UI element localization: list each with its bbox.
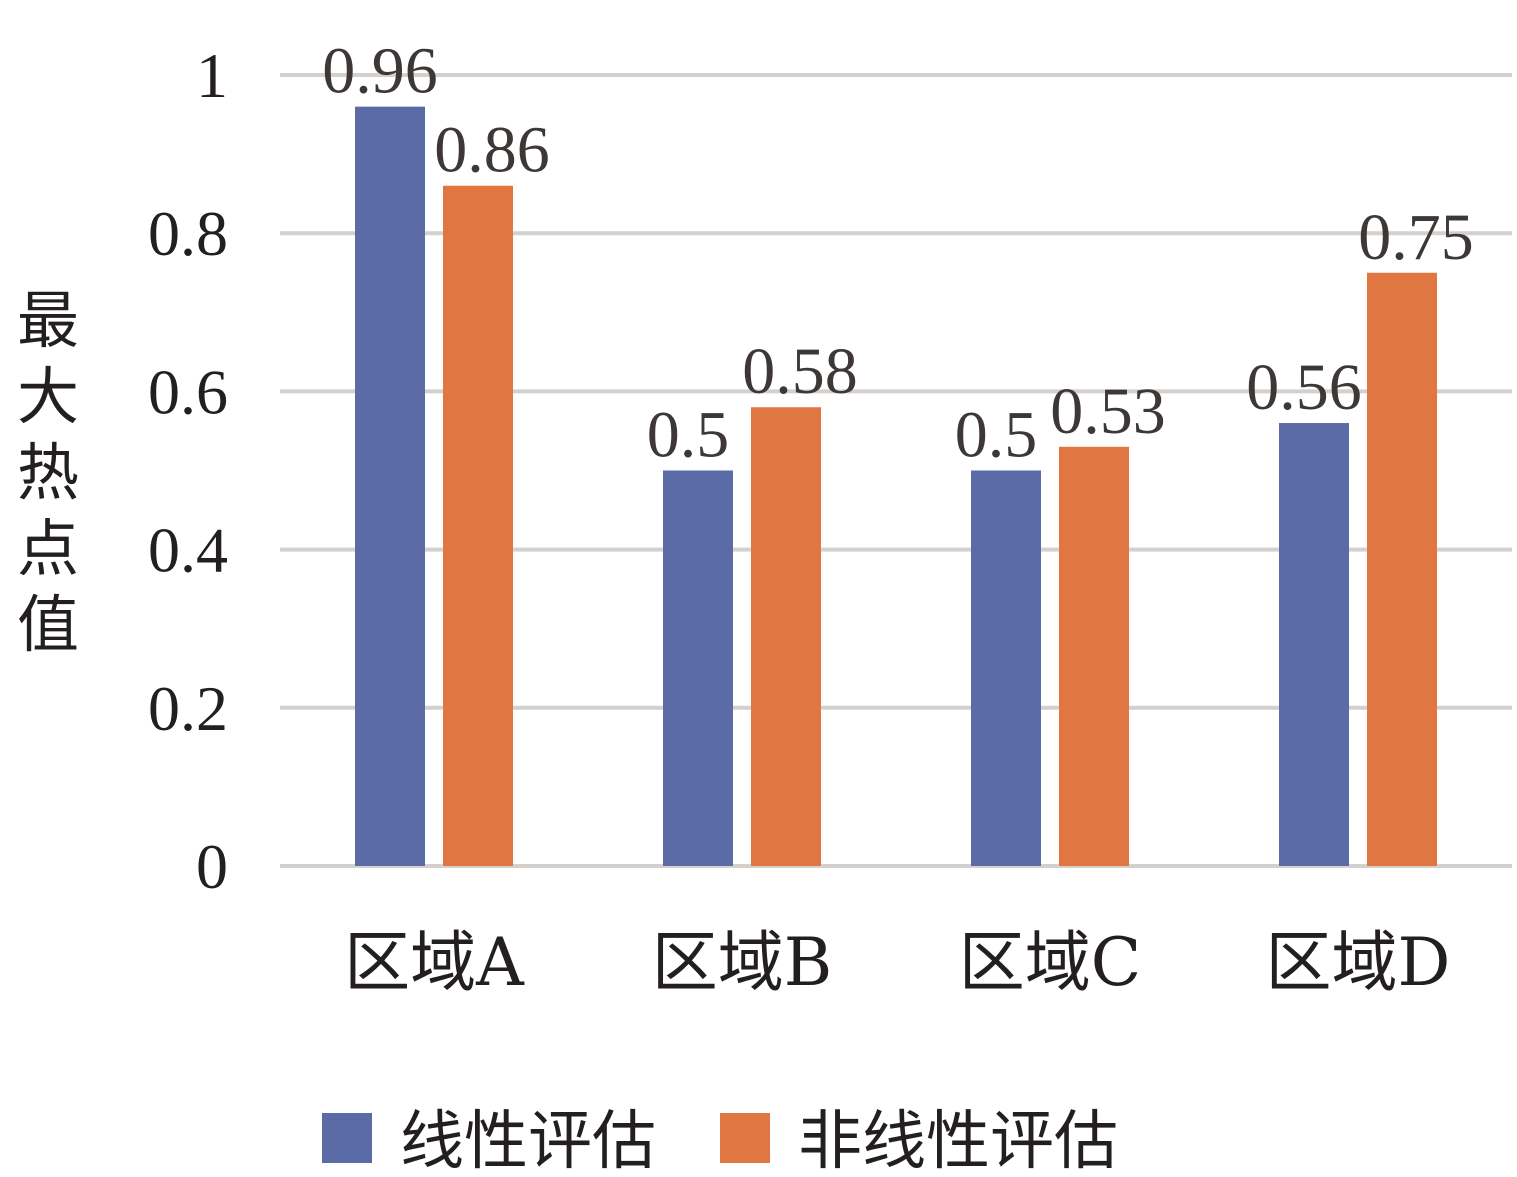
y-tick-label: 0.8 [148, 198, 228, 269]
y-axis-ticks: 0 0.2 0.4 0.6 0.8 1 [148, 40, 228, 902]
x-tick-label: 区域D [1266, 924, 1451, 1001]
legend[interactable]: 线性评估 非线性评估 [322, 1105, 1118, 1177]
x-tick-label: 区域C [959, 924, 1142, 1001]
y-tick-label: 0.2 [148, 673, 228, 744]
legend-item[interactable]: 非线性评估 [720, 1105, 1118, 1177]
legend-label: 非线性评估 [798, 1105, 1118, 1177]
data-label: 0.53 [1050, 375, 1166, 448]
y-tick-label: 0.6 [148, 356, 228, 427]
bar [663, 470, 733, 866]
bar [355, 106, 425, 866]
data-label: 0.96 [322, 35, 438, 108]
y-tick-label: 0 [196, 831, 228, 902]
data-label: 0.58 [742, 335, 858, 408]
bar [1059, 446, 1129, 866]
bar [1367, 272, 1437, 866]
legend-item[interactable]: 线性评估 [322, 1105, 656, 1177]
category-labels: 区域A 区域B 区域C 区域D [344, 924, 1450, 1001]
y-tick-label: 0.4 [148, 515, 228, 586]
data-label: 0.5 [955, 399, 1038, 472]
x-tick-label: 区域A [344, 924, 525, 1001]
bar [751, 407, 821, 866]
bar [443, 185, 513, 867]
legend-swatch [720, 1113, 770, 1163]
y-tick-label: 1 [196, 40, 228, 111]
data-label: 0.56 [1246, 351, 1362, 424]
y-axis-label: 最大热点值 [17, 284, 79, 661]
data-labels: 0.960.860.50.580.5 0.53 0.560.75 [322, 35, 1474, 472]
data-label: 0.86 [434, 114, 550, 187]
bar [1279, 423, 1349, 866]
data-label: 0.5 [647, 399, 730, 472]
legend-label: 线性评估 [400, 1105, 656, 1177]
data-label: 0.75 [1358, 201, 1474, 274]
legend-swatch [322, 1113, 372, 1163]
bar [971, 470, 1041, 866]
x-tick-label: 区域B [652, 924, 833, 1001]
bars [355, 106, 1437, 867]
